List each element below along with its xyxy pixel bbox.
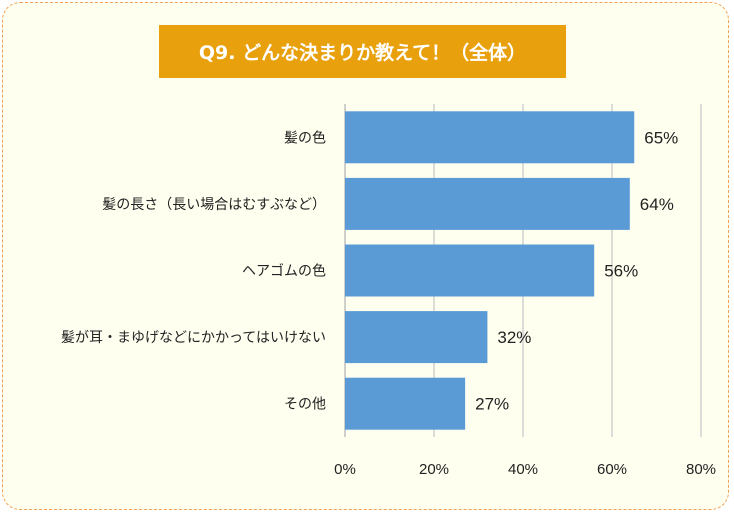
data-label: 64% xyxy=(640,195,674,214)
x-tick-label: 20% xyxy=(419,461,449,478)
data-label: 32% xyxy=(497,328,531,347)
bar xyxy=(345,177,630,230)
x-tick-label: 40% xyxy=(508,461,538,478)
category-label: 髪が耳・まゆげなどにかかってはいけない xyxy=(61,330,326,346)
bar xyxy=(345,111,635,164)
bar xyxy=(345,244,595,297)
data-label: 56% xyxy=(604,262,638,281)
category-label: その他 xyxy=(284,397,326,413)
category-label: ヘアゴムの色 xyxy=(242,263,326,280)
category-label: 髪の色 xyxy=(284,129,326,146)
bar xyxy=(345,377,466,430)
category-label: 髪の長さ（長い場合はむすぶなど） xyxy=(102,197,326,213)
data-label: 27% xyxy=(475,395,509,414)
data-label: 65% xyxy=(644,128,678,147)
chart-title: Q9. どんな決まりか教えて！（全体） xyxy=(159,25,566,78)
x-tick-label: 0% xyxy=(334,461,356,478)
bar xyxy=(345,311,488,364)
x-tick-label: 60% xyxy=(597,461,627,478)
x-tick-label: 80% xyxy=(686,461,716,478)
